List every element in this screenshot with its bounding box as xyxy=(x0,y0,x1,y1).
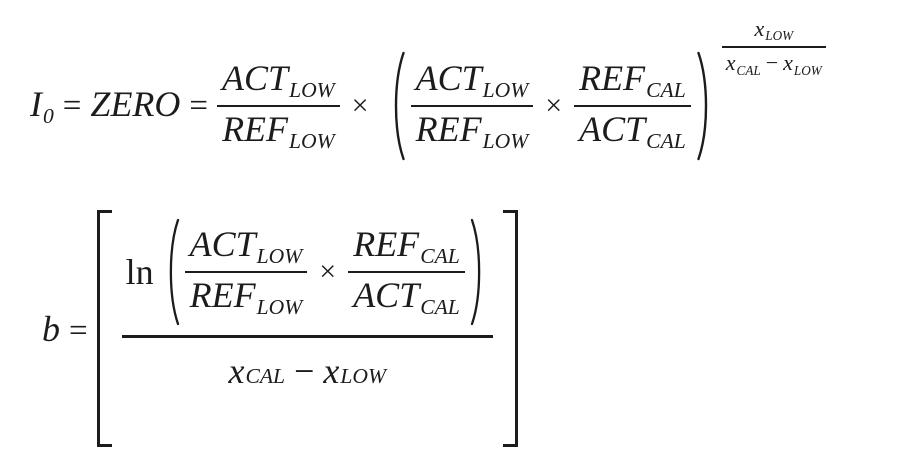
base-fraction-right: REFCAL ACTCAL xyxy=(574,58,691,154)
var-base: x xyxy=(323,351,340,391)
exponent-fraction: xLOW xCAL − xLOW xyxy=(721,16,826,78)
fraction-numerator: ACTLOW xyxy=(411,58,534,105)
formula-b: b = ln ACTLOW REFLOW × REFCAL ACTCAL xyxy=(42,210,518,447)
close-paren-icon xyxy=(695,50,715,162)
fraction-denominator: REFLOW xyxy=(217,105,340,154)
var-subscript: LOW xyxy=(340,364,386,388)
formula2-lhs: b = xyxy=(42,308,97,350)
var-base: REF xyxy=(415,109,482,149)
arg-fraction-left: ACTLOW REFLOW xyxy=(184,224,308,320)
fraction-numerator: REFCAL xyxy=(348,224,465,271)
var-base: REF xyxy=(189,275,256,315)
minus-sign: − xyxy=(294,351,315,391)
var-base: x xyxy=(725,50,736,76)
var-b: b xyxy=(42,308,60,349)
bracket-content: ln ACTLOW REFLOW × REFCAL ACTCAL xyxy=(112,215,503,442)
main-fraction: ln ACTLOW REFLOW × REFCAL ACTCAL xyxy=(121,217,493,392)
var-base: ACT xyxy=(579,109,646,149)
var-subscript: LOW xyxy=(256,295,303,320)
fraction-numerator: REFCAL xyxy=(574,58,691,105)
var-subscript: LOW xyxy=(256,243,303,268)
var-subscript: LOW xyxy=(765,28,794,44)
fraction-denominator: REFLOW xyxy=(184,271,308,320)
var-subscript: LOW xyxy=(289,129,335,154)
var-subscript: LOW xyxy=(793,62,822,78)
formula1-lhs: I0 = ZERO = xyxy=(30,83,217,129)
zero-label: ZERO xyxy=(90,83,181,124)
fraction-numerator: ACTLOW xyxy=(217,58,340,105)
var-subscript: CAL xyxy=(646,77,686,102)
var-subscript: LOW xyxy=(482,129,529,154)
var-i: I xyxy=(30,83,42,124)
var-base: x xyxy=(228,351,245,391)
var-base: ACT xyxy=(189,223,256,264)
fraction-denominator: ACTCAL xyxy=(574,105,691,154)
open-bracket-icon xyxy=(96,210,112,447)
var-subscript: CAL xyxy=(646,129,686,154)
var-base: ACT xyxy=(222,57,289,98)
fraction-numerator: ACTLOW xyxy=(185,224,308,271)
var-i-subscript: 0 xyxy=(43,104,54,129)
formula-i0-zero: I0 = ZERO = ACTLOW REFLOW × ACTLOW REFLOW ×… xyxy=(30,16,826,162)
equals-sign: = xyxy=(62,87,82,124)
var-base: REF xyxy=(353,223,420,264)
var-subscript: CAL xyxy=(736,62,761,78)
multiply-sign: × xyxy=(351,89,369,122)
base-fraction-left: ACTLOW REFLOW xyxy=(410,58,534,154)
open-paren-icon xyxy=(387,50,407,162)
var-base: x xyxy=(783,50,793,76)
main-fraction-numerator: ln ACTLOW REFLOW × REFCAL ACTCAL xyxy=(122,217,493,335)
natural-log-label: ln xyxy=(125,252,154,292)
close-bracket-icon xyxy=(502,210,518,447)
var-subscript: CAL xyxy=(420,295,460,320)
var-subscript: LOW xyxy=(289,77,335,102)
var-base: REF xyxy=(222,109,289,149)
close-paren-icon xyxy=(469,217,487,327)
multiply-sign: × xyxy=(545,89,563,122)
var-base: ACT xyxy=(415,57,482,98)
exponent: xLOW xCAL − xLOW xyxy=(721,16,826,78)
minus-sign: − xyxy=(765,50,779,76)
fraction-numerator: xLOW xyxy=(750,16,797,46)
var-subscript: CAL xyxy=(420,243,460,268)
fraction-denominator: REFLOW xyxy=(410,105,534,154)
equals-sign: = xyxy=(189,87,209,124)
arg-fraction-right: REFCAL ACTCAL xyxy=(348,224,465,320)
coefficient-fraction: ACTLOW REFLOW xyxy=(217,58,340,154)
main-fraction-denominator: x CAL − x LOW xyxy=(121,335,493,392)
open-paren-icon xyxy=(163,217,181,327)
var-base: ACT xyxy=(353,275,420,315)
multiply-sign: × xyxy=(319,255,337,288)
var-subscript: CAL xyxy=(245,364,286,388)
fraction-denominator: ACTCAL xyxy=(348,271,465,320)
var-base: x xyxy=(754,16,765,41)
var-base: REF xyxy=(579,57,646,98)
equals-sign: = xyxy=(69,312,88,349)
fraction-denominator: xCAL − xLOW xyxy=(721,46,826,78)
var-subscript: LOW xyxy=(482,77,529,102)
